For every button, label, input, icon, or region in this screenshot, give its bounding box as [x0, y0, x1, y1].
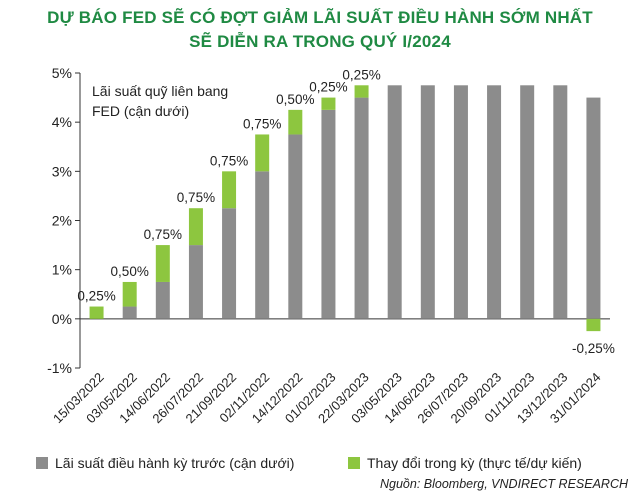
data-label: 0,75%: [210, 153, 248, 168]
legend-swatch-base: [36, 457, 48, 469]
bar-change: [188, 208, 203, 246]
bar-base: [453, 85, 468, 319]
data-label: 0,75%: [144, 227, 182, 242]
data-label: 0,25%: [342, 67, 380, 82]
labels-layer: 0,25%0,50%0,75%0,75%0,75%0,75%0,50%0,25%…: [77, 67, 614, 356]
data-label: 0,25%: [77, 289, 115, 304]
annotation-line-2: FED (cận dưới): [92, 103, 189, 119]
legend-label-base: Lãi suất điều hành kỳ trước (cận dưới): [55, 455, 294, 471]
bar-base: [387, 85, 402, 319]
bar-base: [255, 171, 270, 319]
bar-base: [188, 245, 203, 319]
bar-change: [222, 171, 237, 209]
bar-base: [354, 97, 369, 319]
bar-base: [520, 85, 535, 319]
data-label: 0,50%: [111, 264, 149, 279]
bar-base: [586, 97, 601, 319]
source-note: Nguồn: Bloomberg, VNDIRECT RESEARCH: [380, 477, 628, 491]
bar-change: [586, 318, 601, 332]
data-label: 0,25%: [309, 80, 347, 95]
bar-change: [288, 109, 303, 135]
bar-change: [321, 97, 336, 110]
y-tick-label: -1%: [47, 360, 72, 376]
bar-change: [155, 245, 170, 282]
y-tick-label: 4%: [52, 114, 72, 130]
annotation-line-1: Lãi suất quỹ liên bang: [92, 83, 228, 99]
bar-base: [420, 85, 435, 319]
bar-change: [122, 281, 137, 307]
y-tick-label: 0%: [52, 311, 72, 327]
bar-base: [122, 306, 137, 319]
bar-base: [155, 281, 170, 319]
legend: Lãi suất điều hành kỳ trước (cận dưới) T…: [36, 455, 582, 471]
data-label: 0,50%: [276, 92, 314, 107]
legend-label-change: Thay đổi trong kỳ (thực tế/dự kiến): [367, 455, 582, 471]
data-label: 0,75%: [243, 116, 281, 131]
bar-change: [89, 306, 104, 319]
y-tick-label: 1%: [52, 262, 72, 278]
chart-title-line-1: DỰ BÁO FED SẼ CÓ ĐỢT GIẢM LÃI SUẤT ĐIỀU …: [47, 8, 593, 27]
chart-title-line-2: SẼ DIỄN RA TRONG QUÝ I/2024: [189, 32, 451, 51]
y-tick-label: 5%: [52, 65, 72, 81]
bar-change: [255, 134, 270, 172]
bar-base: [487, 85, 502, 319]
bar-base: [553, 85, 568, 319]
data-label: -0,25%: [572, 341, 615, 356]
bars-layer: [89, 85, 601, 332]
bar-base: [321, 109, 336, 319]
y-tick-label: 2%: [52, 213, 72, 229]
y-tick-label: 3%: [52, 163, 72, 179]
bar-change: [354, 85, 369, 98]
legend-swatch-change: [348, 457, 360, 469]
bar-base: [222, 208, 237, 319]
data-label: 0,75%: [177, 190, 215, 205]
bar-base: [288, 134, 303, 319]
